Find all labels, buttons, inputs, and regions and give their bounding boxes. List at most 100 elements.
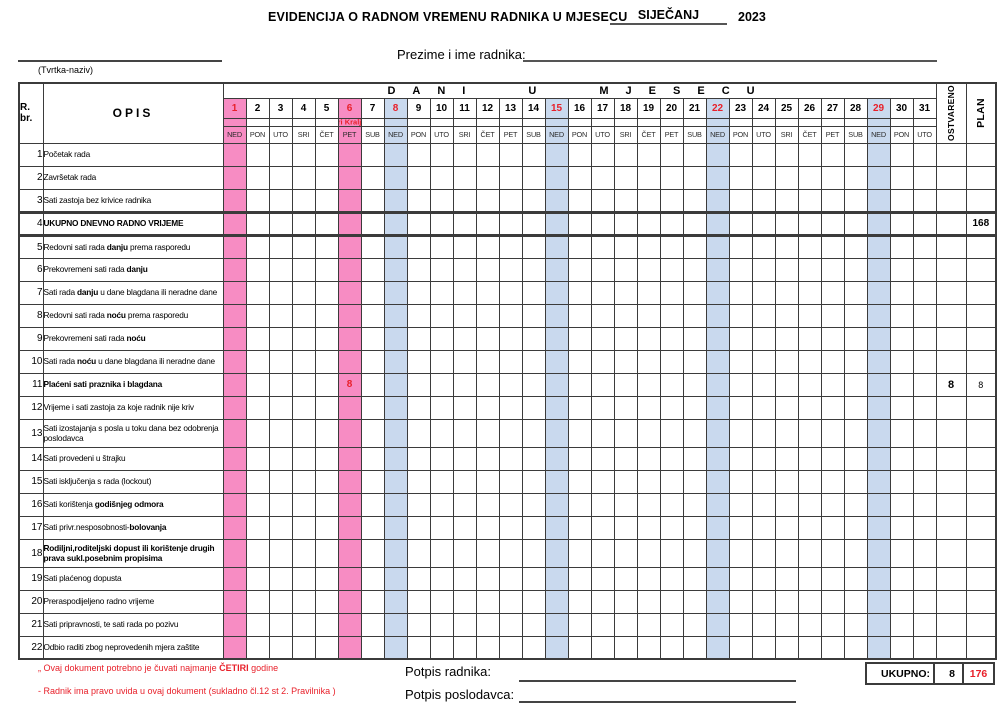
day-cell[interactable] bbox=[705, 349, 730, 374]
day-cell[interactable] bbox=[337, 492, 362, 517]
day-cell[interactable] bbox=[774, 589, 799, 614]
day-cell[interactable] bbox=[682, 589, 707, 614]
day-cell[interactable] bbox=[521, 326, 546, 351]
day-cell[interactable] bbox=[498, 515, 523, 540]
day-cell[interactable] bbox=[429, 589, 454, 614]
day-cell[interactable] bbox=[613, 515, 638, 540]
day-cell[interactable] bbox=[567, 395, 592, 420]
day-cell[interactable] bbox=[337, 326, 362, 351]
day-cell[interactable] bbox=[705, 469, 730, 494]
day-cell[interactable] bbox=[245, 326, 270, 351]
ostvareno-cell[interactable] bbox=[935, 515, 967, 540]
day-cell[interactable] bbox=[222, 492, 247, 517]
day-cell[interactable] bbox=[521, 635, 546, 660]
day-cell[interactable] bbox=[843, 566, 868, 591]
day-cell[interactable] bbox=[889, 395, 914, 420]
day-cell[interactable] bbox=[544, 303, 569, 328]
day-cell[interactable] bbox=[360, 326, 385, 351]
day-cell[interactable] bbox=[912, 188, 937, 213]
day-cell[interactable] bbox=[245, 280, 270, 305]
day-cell[interactable] bbox=[314, 142, 339, 167]
day-cell[interactable] bbox=[383, 589, 408, 614]
day-cell[interactable] bbox=[544, 418, 569, 448]
day-cell[interactable] bbox=[682, 234, 707, 259]
day-cell[interactable] bbox=[889, 349, 914, 374]
day-cell[interactable] bbox=[452, 349, 477, 374]
plan-cell[interactable] bbox=[965, 165, 997, 190]
day-cell[interactable] bbox=[452, 418, 477, 448]
day-cell[interactable] bbox=[705, 188, 730, 213]
day-cell[interactable] bbox=[406, 280, 431, 305]
day-cell[interactable] bbox=[521, 469, 546, 494]
day-cell[interactable] bbox=[797, 188, 822, 213]
day-cell[interactable] bbox=[337, 234, 362, 259]
day-cell[interactable] bbox=[245, 446, 270, 471]
day-cell[interactable] bbox=[429, 303, 454, 328]
day-cell[interactable] bbox=[337, 589, 362, 614]
day-cell[interactable] bbox=[521, 492, 546, 517]
day-cell[interactable] bbox=[383, 280, 408, 305]
day-cell[interactable] bbox=[774, 372, 799, 397]
day-cell[interactable] bbox=[544, 349, 569, 374]
plan-cell[interactable] bbox=[965, 280, 997, 305]
day-cell[interactable] bbox=[567, 349, 592, 374]
day-cell[interactable] bbox=[751, 165, 776, 190]
day-cell[interactable] bbox=[866, 257, 891, 282]
day-cell[interactable] bbox=[705, 280, 730, 305]
day-cell[interactable] bbox=[314, 589, 339, 614]
day-cell[interactable] bbox=[843, 589, 868, 614]
day-cell[interactable] bbox=[498, 280, 523, 305]
day-cell[interactable] bbox=[291, 372, 316, 397]
day-cell[interactable] bbox=[544, 372, 569, 397]
day-cell[interactable] bbox=[613, 492, 638, 517]
day-cell[interactable] bbox=[728, 515, 753, 540]
day-cell[interactable] bbox=[613, 538, 638, 568]
day-cell[interactable] bbox=[682, 257, 707, 282]
day-cell[interactable] bbox=[406, 165, 431, 190]
day-cell[interactable] bbox=[866, 612, 891, 637]
day-cell[interactable] bbox=[222, 635, 247, 660]
day-cell[interactable] bbox=[452, 280, 477, 305]
day-cell[interactable] bbox=[751, 589, 776, 614]
plan-cell[interactable] bbox=[965, 538, 997, 568]
day-cell[interactable] bbox=[774, 210, 799, 237]
day-cell[interactable] bbox=[659, 280, 684, 305]
day-cell[interactable] bbox=[314, 515, 339, 540]
day-cell[interactable] bbox=[751, 566, 776, 591]
day-cell[interactable] bbox=[475, 418, 500, 448]
day-cell[interactable] bbox=[866, 303, 891, 328]
day-cell[interactable] bbox=[636, 165, 661, 190]
day-cell[interactable] bbox=[406, 566, 431, 591]
day-cell[interactable] bbox=[452, 303, 477, 328]
day-cell[interactable] bbox=[544, 492, 569, 517]
day-cell[interactable] bbox=[383, 635, 408, 660]
day-cell[interactable] bbox=[291, 165, 316, 190]
day-cell[interactable] bbox=[889, 635, 914, 660]
day-cell[interactable] bbox=[843, 635, 868, 660]
day-cell[interactable] bbox=[590, 349, 615, 374]
day-cell[interactable] bbox=[567, 372, 592, 397]
day-cell[interactable] bbox=[452, 257, 477, 282]
day-cell[interactable] bbox=[544, 446, 569, 471]
day-cell[interactable] bbox=[291, 142, 316, 167]
day-cell[interactable] bbox=[222, 326, 247, 351]
day-cell[interactable] bbox=[452, 469, 477, 494]
day-cell[interactable] bbox=[590, 372, 615, 397]
day-cell[interactable] bbox=[291, 280, 316, 305]
day-cell[interactable] bbox=[544, 635, 569, 660]
day-cell[interactable] bbox=[590, 210, 615, 237]
day-cell[interactable] bbox=[314, 210, 339, 237]
day-cell[interactable] bbox=[797, 469, 822, 494]
plan-cell[interactable] bbox=[965, 515, 997, 540]
day-cell[interactable] bbox=[245, 469, 270, 494]
day-cell[interactable] bbox=[245, 188, 270, 213]
day-cell[interactable] bbox=[636, 303, 661, 328]
day-cell[interactable] bbox=[222, 395, 247, 420]
day-cell[interactable] bbox=[774, 635, 799, 660]
day-cell[interactable] bbox=[314, 326, 339, 351]
day-cell[interactable] bbox=[636, 492, 661, 517]
day-cell[interactable] bbox=[820, 395, 845, 420]
day-cell[interactable] bbox=[866, 566, 891, 591]
day-cell[interactable] bbox=[521, 589, 546, 614]
day-cell[interactable] bbox=[613, 372, 638, 397]
